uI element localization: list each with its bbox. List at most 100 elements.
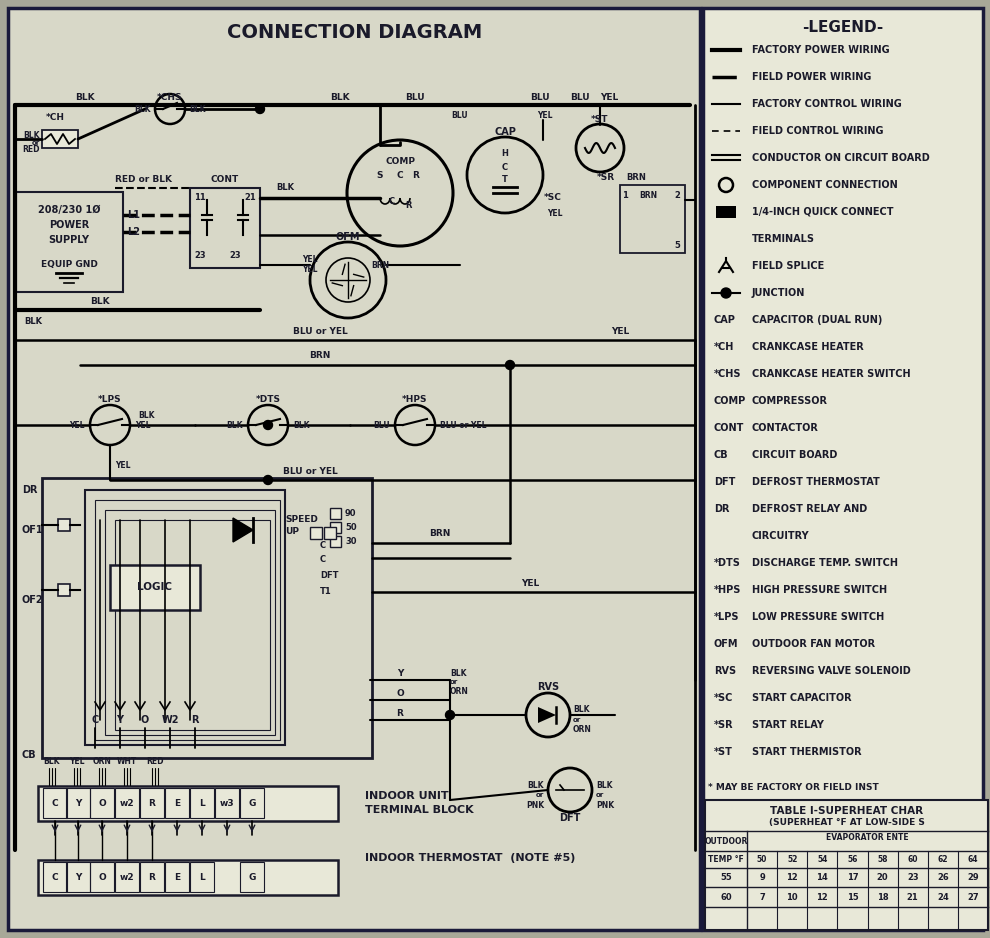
Text: FACTORY POWER WIRING: FACTORY POWER WIRING <box>752 45 890 55</box>
Text: L1: L1 <box>127 210 140 220</box>
Bar <box>115 862 139 892</box>
Text: COMP: COMP <box>714 396 746 406</box>
Text: START RELAY: START RELAY <box>752 720 824 730</box>
Circle shape <box>90 405 130 445</box>
Text: 5: 5 <box>674 240 680 250</box>
Text: 21: 21 <box>907 894 919 902</box>
Bar <box>90 862 114 892</box>
Text: SPEED: SPEED <box>285 516 318 524</box>
Text: FIELD CONTROL WIRING: FIELD CONTROL WIRING <box>752 126 883 136</box>
Text: JUNCTION: JUNCTION <box>752 288 806 298</box>
Text: 10: 10 <box>786 894 798 902</box>
Text: LOW PRESSURE SWITCH: LOW PRESSURE SWITCH <box>752 612 884 622</box>
Bar <box>110 565 200 610</box>
Bar <box>43 788 67 818</box>
Bar <box>90 788 114 818</box>
Text: START CAPACITOR: START CAPACITOR <box>752 693 851 703</box>
Circle shape <box>310 242 386 318</box>
Bar <box>43 862 67 892</box>
Text: YEL: YEL <box>115 461 131 470</box>
Text: R: R <box>413 171 420 179</box>
Bar <box>215 788 239 818</box>
Polygon shape <box>233 518 253 542</box>
Text: SUPPLY: SUPPLY <box>49 235 89 245</box>
Text: 15: 15 <box>846 894 858 902</box>
Text: CAP: CAP <box>494 127 516 137</box>
Text: DEFROST RELAY AND: DEFROST RELAY AND <box>752 504 867 514</box>
Text: YEL: YEL <box>69 758 85 766</box>
Text: 90: 90 <box>345 509 356 519</box>
Circle shape <box>721 288 731 298</box>
Text: 12: 12 <box>817 894 829 902</box>
Text: EVAPORATOR ENTE: EVAPORATOR ENTE <box>827 834 909 842</box>
Circle shape <box>326 258 370 302</box>
Text: BLU or YEL: BLU or YEL <box>293 326 347 336</box>
Circle shape <box>548 768 592 812</box>
Bar <box>330 536 341 547</box>
Bar <box>105 510 275 735</box>
Text: COMP: COMP <box>385 157 415 165</box>
Text: YEL: YEL <box>600 93 618 101</box>
Text: BRN: BRN <box>430 529 450 538</box>
Text: LOGIC: LOGIC <box>138 582 172 592</box>
Text: C: C <box>320 540 326 550</box>
Text: BLU: BLU <box>373 420 390 430</box>
Bar <box>38 860 338 895</box>
Text: R: R <box>405 201 411 209</box>
Bar <box>620 185 685 253</box>
Text: 7: 7 <box>759 894 765 902</box>
Text: 9: 9 <box>759 873 765 883</box>
Bar <box>16 192 123 292</box>
Text: RVS: RVS <box>537 682 559 692</box>
Circle shape <box>446 710 454 719</box>
Bar <box>324 527 336 539</box>
Text: T: T <box>502 175 508 185</box>
Text: L: L <box>199 798 205 808</box>
Text: C: C <box>91 715 99 725</box>
Text: 17: 17 <box>846 873 858 883</box>
Bar <box>42 478 372 758</box>
Bar <box>330 522 341 533</box>
Bar <box>330 508 341 519</box>
Text: OUTDOOR: OUTDOOR <box>704 837 747 845</box>
Text: L2: L2 <box>127 227 140 237</box>
Text: or: or <box>573 717 581 723</box>
Text: *CHS: *CHS <box>714 369 742 379</box>
Circle shape <box>467 137 543 213</box>
Text: EQUIP GND: EQUIP GND <box>41 261 97 269</box>
Text: *HPS: *HPS <box>714 585 742 595</box>
Bar <box>95 500 280 740</box>
Text: BLU: BLU <box>570 93 590 101</box>
Text: CIRCUIT BOARD: CIRCUIT BOARD <box>752 450 838 460</box>
Text: 1: 1 <box>622 190 628 200</box>
Text: 23: 23 <box>907 873 919 883</box>
Text: OUTDOOR FAN MOTOR: OUTDOOR FAN MOTOR <box>752 639 875 649</box>
Text: BRN: BRN <box>639 190 657 200</box>
Bar <box>165 788 189 818</box>
Text: C: C <box>389 196 395 205</box>
Circle shape <box>506 360 515 370</box>
Text: (SUPERHEAT °F AT LOW-SIDE S: (SUPERHEAT °F AT LOW-SIDE S <box>768 819 925 827</box>
Text: CRANKCASE HEATER: CRANKCASE HEATER <box>752 342 863 352</box>
Bar <box>310 527 322 539</box>
Text: *DTS: *DTS <box>714 558 741 568</box>
Text: Y: Y <box>75 798 81 808</box>
Text: BLK: BLK <box>189 104 206 113</box>
Text: DR: DR <box>22 485 38 495</box>
Text: TABLE I-SUPERHEAT CHAR: TABLE I-SUPERHEAT CHAR <box>770 806 923 816</box>
Text: R: R <box>148 872 155 882</box>
Text: S: S <box>377 171 383 179</box>
Text: *LPS: *LPS <box>98 396 122 404</box>
Text: ORN: ORN <box>92 758 112 766</box>
Text: CONT: CONT <box>211 175 240 185</box>
Text: *DTS: *DTS <box>255 396 280 404</box>
Text: 29: 29 <box>967 873 979 883</box>
Bar <box>66 788 90 818</box>
Bar <box>190 862 214 892</box>
Text: O: O <box>141 715 149 725</box>
Text: CONT: CONT <box>714 423 744 433</box>
Text: INDOOR UNIT: INDOOR UNIT <box>365 791 448 801</box>
Text: or: or <box>32 140 40 146</box>
Text: *CH: *CH <box>46 113 64 123</box>
Text: O: O <box>396 688 404 698</box>
